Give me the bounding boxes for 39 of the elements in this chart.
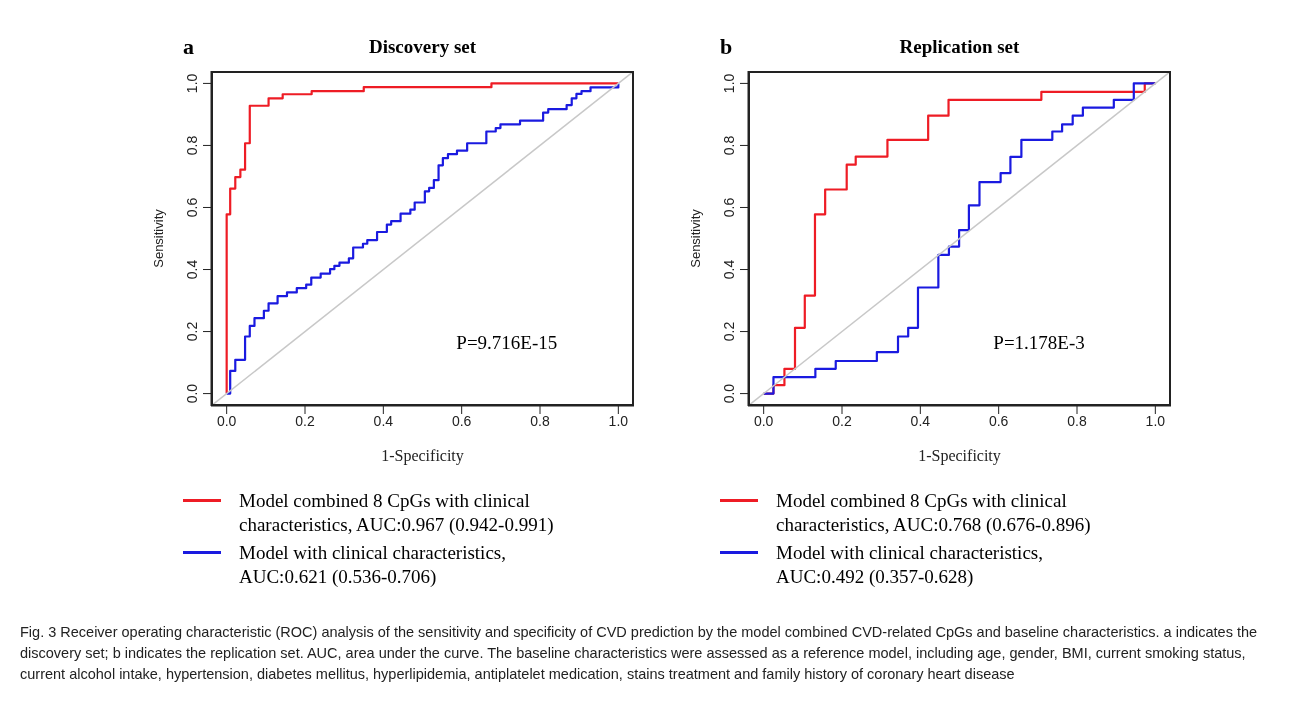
annotation: P=9.716E-15 <box>456 332 558 355</box>
x-tick-label: 1.0 <box>1145 412 1166 429</box>
x-tick-label: 0.0 <box>216 412 237 429</box>
y-tick-label: 0.6 <box>184 197 200 218</box>
x-tick-label: 0.2 <box>295 412 315 429</box>
x-tick-label: 0.8 <box>530 412 550 429</box>
caption: Fig. 3 Receiver operating characteristic (ROC) analysis of the sensitivity and specificity of CVD prediction by the model combined CVD-related CpGs and baseline characteristics. a indicates the discovery set; b indicates the replication set. AUC, area under the curve. The baseline characteristics were assessed as a reference model, including age, gender, BMI, current smoking status, current alcohol intake, hypertension, diabetes mellitus, hyperlipidemia, antiplatelet medication, stains treatment and family history of coronary heart disease <box>20 623 1259 684</box>
x-tick-label: 0.4 <box>910 412 931 429</box>
x-tick-label: 0.0 <box>753 412 774 429</box>
x-tick-label: 0.6 <box>988 412 1009 429</box>
y-axis-title: Sensitivity <box>150 208 166 268</box>
y-tick-label: 0.8 <box>184 135 200 156</box>
text: a <box>183 34 194 60</box>
y-tick-label: 0.2 <box>721 321 737 342</box>
y-axis-title: Sensitivity <box>687 208 703 268</box>
legend-label: Model combined 8 CpGs with clinical characteristics, AUC:0.768 (0.676-0.896) <box>776 489 1092 537</box>
text: b <box>720 34 733 60</box>
y-tick-label: 1.0 <box>184 73 200 94</box>
y-tick-label: 0.4 <box>184 259 200 280</box>
x-tick-label: 0.6 <box>451 412 472 429</box>
y-tick-label: 0.2 <box>184 321 200 342</box>
y-tick-label: 0.0 <box>184 383 200 404</box>
legend-label: Model with clinical characteristics, AUC:0.621 (0.536-0.706) <box>239 541 507 589</box>
x-tick-label: 0.2 <box>832 412 852 429</box>
x-axis-title: 1-Specificity <box>918 447 1001 466</box>
x-tick-label: 0.8 <box>1067 412 1087 429</box>
chart-title: Discovery set <box>367 36 478 58</box>
chart-title: Replication set <box>898 36 1021 58</box>
y-tick-label: 1.0 <box>721 73 737 94</box>
x-tick-label: 1.0 <box>608 412 629 429</box>
legend-label: Model with clinical characteristics, AUC:0.492 (0.357-0.628) <box>776 541 1044 589</box>
y-tick-label: 0.4 <box>721 259 737 280</box>
x-tick-label: 0.4 <box>373 412 394 429</box>
x-axis-title: 1-Specificity <box>381 447 464 466</box>
y-tick-label: 0.8 <box>721 135 737 156</box>
y-tick-label: 0.0 <box>721 383 737 404</box>
annotation: P=1.178E-3 <box>993 332 1085 355</box>
legend-label: Model combined 8 CpGs with clinical characteristics, AUC:0.967 (0.942-0.991) <box>239 489 555 537</box>
y-tick-label: 0.6 <box>721 197 737 218</box>
